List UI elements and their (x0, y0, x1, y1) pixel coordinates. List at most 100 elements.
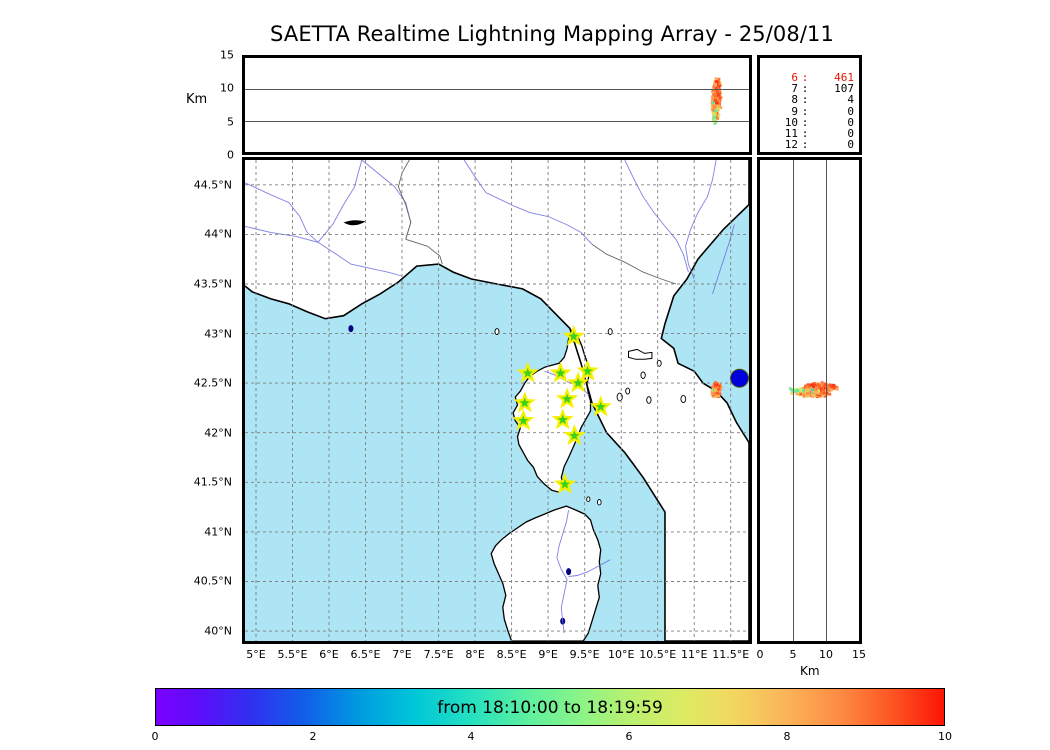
lma-station-marker (551, 408, 574, 430)
station-count-separator: : (801, 138, 809, 152)
lma-station-marker (563, 424, 586, 446)
colorbar-tick: 10 (938, 730, 952, 743)
station-count-value: 107 (834, 82, 854, 96)
beacon-marker (730, 368, 749, 388)
station-count-value: 0 (847, 115, 854, 129)
latitude-tick: 44°N (204, 227, 232, 241)
latitude-tick: 40°N (204, 624, 232, 638)
longitude-tick: 7°E (392, 648, 412, 661)
colorbar-tick: 6 (625, 730, 633, 743)
longitude-tick: 9°E (538, 648, 558, 661)
station-count-label: 11 (784, 127, 798, 141)
map-latitude-axis: 44.5°N 44°N 43.5°N 43°N 42.5°N 42°N 41.5°N 41°N… (186, 157, 238, 644)
latitude-tick: 43.5°N (193, 277, 232, 291)
side-panel-gridline (793, 160, 794, 641)
top-panel-axis-label: Km (186, 92, 208, 107)
latitude-tick: 41°N (204, 525, 232, 539)
lma-station-marker (549, 361, 572, 383)
station-count-value: 0 (847, 104, 854, 118)
station-count-row: 6: 461 (764, 72, 854, 83)
latitude-tick: 44.5°N (193, 178, 232, 192)
time-colorbar[interactable] (155, 688, 945, 726)
top-panel-tick: 0 (227, 148, 234, 162)
longitude-tick: 10°E (607, 648, 635, 661)
colorbar-tick: 2 (309, 730, 317, 743)
side-panel-tick: 5 (789, 648, 797, 661)
top-panel-tick: 5 (227, 115, 234, 129)
lma-station-marker (513, 391, 536, 413)
longitude-tick: 6°E (319, 648, 339, 661)
colorbar-ticks: 0 2 4 6 8 10 (151, 730, 953, 748)
map-longitude-axis: 5°E 5.5°E 6°E 6.5°E 7°E 7.5°E 8°E 8.5°E 9°E 9.5°E… (242, 648, 752, 670)
map-graphics (245, 160, 749, 641)
colorbar-tick: 8 (783, 730, 791, 743)
station-count-row: 10: 0 (764, 117, 854, 128)
station-count-separator: : (801, 104, 809, 118)
station-count-value: 461 (834, 71, 854, 84)
station-count-label: 9 (791, 104, 798, 118)
lma-station-marker (576, 359, 599, 381)
top-panel-gridline (245, 120, 749, 122)
top-panel-scatter (710, 77, 723, 125)
station-count-separator: : (801, 127, 809, 141)
station-count-stats-box: 6: 461 7: 107 8: 4 9: 0 10: 0 11: 0 12: 0 (757, 55, 862, 155)
station-count-label: 10 (784, 115, 798, 129)
longitude-tick: 8°E (465, 648, 485, 661)
side-panel-scatter (788, 381, 839, 399)
station-count-label: 8 (791, 93, 798, 107)
side-panel-tick: 10 (819, 648, 833, 661)
top-panel-tick: 10 (220, 81, 234, 95)
station-count-row: 7: 107 (764, 83, 854, 94)
colorbar-time-label: from 18:10:00 to 18:19:59 (437, 698, 663, 718)
side-panel-x-axis: 0 5 10 15 (756, 648, 867, 670)
latitude-tick: 43°N (204, 327, 232, 341)
longitude-tick: 5°E (246, 648, 266, 661)
station-count-value: 0 (847, 127, 854, 141)
map-panel[interactable] (242, 157, 752, 644)
lma-station-marker (556, 387, 579, 409)
lma-station-marker (567, 371, 590, 393)
station-count-label: 12 (784, 138, 798, 152)
top-panel-gridline (245, 89, 749, 91)
station-count-separator: : (801, 82, 809, 96)
height-vs-longitude-panel[interactable] (242, 55, 752, 155)
colorbar-tick: 0 (151, 730, 159, 743)
station-count-table: 6: 461 7: 107 8: 4 9: 0 10: 0 11: 0 12: 0 (764, 72, 854, 151)
lma-station-marker (589, 395, 612, 417)
station-count-separator: : (801, 115, 809, 129)
latitude-tick: 40.5°N (193, 574, 232, 588)
height-vs-latitude-panel[interactable] (757, 157, 862, 644)
side-panel-tick: 0 (756, 648, 764, 661)
station-count-label: 7 (791, 82, 798, 96)
latitude-tick: 42.5°N (193, 376, 232, 390)
station-count-separator: : (801, 71, 809, 84)
page-title: SAETTA Realtime Lightning Mapping Array … (270, 22, 834, 46)
station-count-row: 11: 0 (764, 128, 854, 139)
longitude-tick: 8.5°E (496, 648, 527, 661)
lma-station-marker (516, 361, 539, 383)
longitude-tick: 7.5°E (423, 648, 454, 661)
lma-station-marker (512, 409, 535, 431)
longitude-tick: 5.5°E (277, 648, 308, 661)
longitude-tick: 11.5°E (712, 648, 750, 661)
latitude-tick: 42°N (204, 426, 232, 440)
station-count-value: 4 (847, 93, 854, 107)
lma-station-marker (553, 472, 576, 494)
station-count-row: 12: 0 (764, 139, 854, 150)
longitude-tick: 11°E (680, 648, 708, 661)
latitude-tick: 41.5°N (193, 475, 232, 489)
station-count-row: 8: 4 (764, 94, 854, 105)
top-panel-y-axis: 15 10 5 0 (196, 40, 240, 170)
side-panel-gridline (826, 160, 827, 641)
side-panel-axis-label: Km (800, 664, 820, 678)
colorbar-tick: 4 (467, 730, 475, 743)
station-count-value: 0 (847, 138, 854, 152)
longitude-tick: 9.5°E (569, 648, 600, 661)
lma-station-marker (562, 324, 585, 346)
station-count-separator: : (801, 93, 809, 107)
station-count-label: 6 (791, 71, 798, 84)
station-count-row: 9: 0 (764, 104, 854, 118)
longitude-tick: 10.5°E (639, 648, 677, 661)
top-panel-tick: 15 (220, 48, 234, 62)
longitude-tick: 6.5°E (350, 648, 381, 661)
